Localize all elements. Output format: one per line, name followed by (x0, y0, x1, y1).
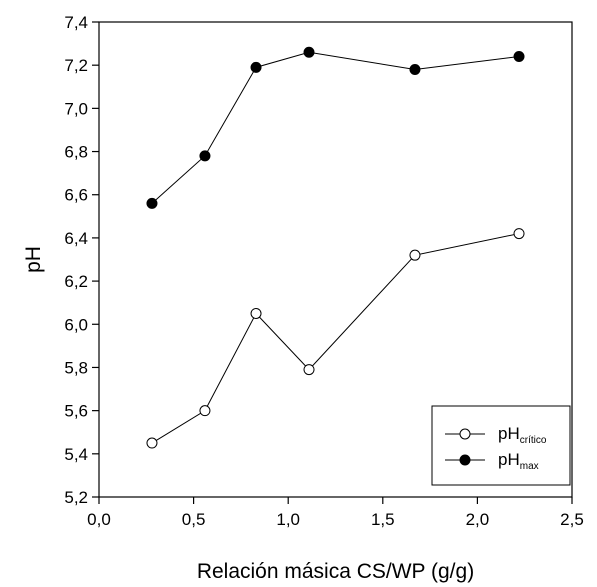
data-point (303, 46, 315, 58)
x-tick-label: 0,5 (182, 510, 206, 529)
y-tick-label: 5,4 (64, 445, 88, 464)
y-tick-label: 6,8 (64, 143, 88, 162)
y-tick-label: 7,0 (64, 99, 88, 118)
legend-label-main: pH (498, 450, 520, 469)
x-tick-label: 1,0 (276, 510, 300, 529)
data-point (250, 61, 262, 73)
y-tick-label: 7,2 (64, 56, 88, 75)
y-tick-label: 6,2 (64, 272, 88, 291)
x-tick-label: 2,0 (466, 510, 490, 529)
legend-label: pHmax (498, 450, 539, 472)
legend-label-subscript: crítico (520, 435, 547, 446)
y-tick-label: 5,8 (64, 358, 88, 377)
y-tick-label: 6,4 (64, 229, 88, 248)
data-point (146, 197, 158, 209)
legend-box (431, 405, 571, 486)
series-line (151, 233, 520, 444)
x-tick-label: 1,5 (371, 510, 395, 529)
series-crítico (146, 228, 525, 449)
data-point (199, 405, 211, 417)
y-tick-label: 6,6 (64, 186, 88, 205)
y-tick-label: 6,0 (64, 315, 88, 334)
y-axis-label: pH (22, 246, 45, 273)
x-tick-label: 2,5 (560, 510, 584, 529)
y-tick-label: 5,6 (64, 402, 88, 421)
data-point (199, 150, 211, 162)
legend-marker (459, 428, 471, 440)
data-point (409, 64, 421, 75)
data-point (303, 364, 315, 376)
series-line (151, 51, 520, 204)
x-axis-label: Relación másica CS/WP (g/g) (197, 560, 474, 583)
legend-marker (459, 454, 471, 466)
data-point (513, 228, 525, 240)
axes: 5,2 5,4 5,6 5,8 6,0 6,2 6,4 6,6 6,8 7,0 7,2 7,4 0,0 0… (64, 13, 583, 529)
y-tick-label: 5,2 (64, 488, 88, 507)
legend-label-main: pH (498, 424, 520, 443)
data-point (513, 51, 525, 63)
data-point (409, 249, 421, 261)
series-max (146, 46, 525, 209)
x-tick-label: 0,0 (87, 510, 111, 529)
legend-label: pHcrítico (498, 424, 547, 446)
data-point (146, 437, 158, 449)
legend-entry-crítico: pHcrítico (445, 424, 547, 446)
data-point (250, 307, 262, 319)
legend-entry-max: pHmax (445, 450, 539, 472)
plot-frame (98, 21, 573, 498)
legend-label-subscript: max (520, 461, 539, 472)
y-tick-label: 7,4 (64, 13, 88, 32)
series-layer (146, 46, 525, 449)
